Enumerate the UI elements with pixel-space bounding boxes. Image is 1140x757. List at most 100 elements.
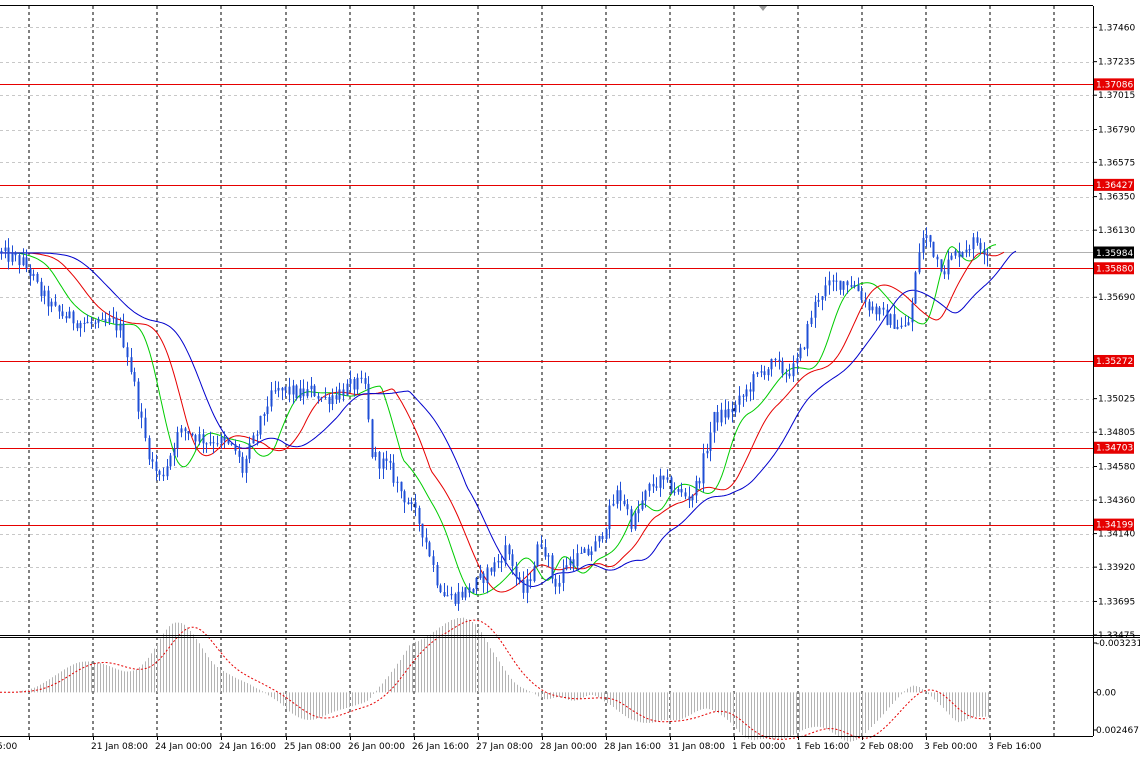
- candle-body: [216, 443, 219, 445]
- candle-body: [608, 505, 611, 530]
- candle-body: [198, 434, 201, 442]
- y-tick-label: 1.34805: [1098, 428, 1135, 438]
- candle-body: [983, 249, 986, 255]
- candle-body: [382, 458, 385, 469]
- candle-body: [508, 545, 511, 555]
- candle-body: [0, 251, 3, 254]
- candle-body: [724, 409, 727, 418]
- candle-body: [43, 290, 46, 297]
- level-label-box: [1094, 178, 1134, 191]
- x-tick-label: 24 Jan 16:00: [219, 742, 276, 752]
- grid-lines: [0, 6, 1093, 736]
- candle-body: [925, 235, 928, 238]
- candle-body: [871, 306, 874, 311]
- candle-body: [468, 587, 471, 593]
- candle-body: [738, 395, 741, 405]
- candle-body: [425, 537, 428, 543]
- candle-body: [54, 301, 57, 306]
- candle-body: [209, 442, 212, 444]
- candle-body: [104, 319, 107, 323]
- candle-body: [529, 579, 532, 582]
- candle-body: [457, 591, 460, 604]
- candle-body: [976, 237, 979, 243]
- candle-body: [436, 565, 439, 586]
- candle-body: [828, 280, 831, 286]
- candle-body: [907, 322, 910, 326]
- candle-body: [673, 491, 676, 493]
- x-tick-label: 28 Jan 00:00: [540, 742, 597, 752]
- candle-body: [785, 373, 788, 375]
- x-tick-label: 26 Jan 00:00: [348, 742, 405, 752]
- candle-body: [418, 507, 421, 524]
- candle-body: [623, 500, 626, 505]
- current-price-label: 1.35984: [1096, 249, 1133, 259]
- candle-body: [547, 555, 550, 557]
- current-price-box: [1094, 246, 1134, 259]
- candle-body: [864, 299, 867, 302]
- candle-body: [504, 545, 507, 563]
- y-tick-label: 1.36130: [1098, 226, 1135, 236]
- candle-body: [835, 280, 838, 282]
- candle-body: [763, 371, 766, 376]
- y-tick-label: 1.37460: [1098, 23, 1135, 33]
- candle-body: [18, 255, 21, 266]
- candle-body: [29, 268, 32, 276]
- candle-body: [695, 480, 698, 496]
- y-tick-label: 1.36575: [1098, 158, 1135, 168]
- candle-body: [688, 496, 691, 501]
- x-tick-label: 25 Jan 08:00: [284, 742, 341, 752]
- candle-body: [551, 555, 554, 579]
- candle-body: [148, 438, 151, 460]
- candle-body: [713, 411, 716, 433]
- candle-body: [414, 502, 417, 508]
- candle-body: [176, 432, 179, 449]
- candle-body: [860, 291, 863, 300]
- level-label-box: [1094, 518, 1134, 531]
- candle-body: [770, 359, 773, 370]
- candle-body: [616, 490, 619, 504]
- candle-body: [662, 475, 665, 480]
- candle-body: [626, 504, 629, 510]
- candle-body: [954, 251, 957, 256]
- candle-body: [749, 389, 752, 392]
- candle-body: [544, 547, 547, 557]
- candle-body: [270, 390, 273, 407]
- candle-body: [14, 253, 17, 256]
- candle-body: [702, 453, 705, 484]
- candle-body: [950, 255, 953, 260]
- candle-body: [612, 503, 615, 506]
- candle-body: [936, 256, 939, 260]
- level-label-box: [1094, 354, 1134, 367]
- candle-body: [22, 257, 25, 266]
- candle-body: [338, 389, 341, 400]
- candle-body: [421, 523, 424, 538]
- candle-body: [97, 318, 100, 323]
- candle-body: [940, 259, 943, 272]
- candle-body: [889, 314, 892, 325]
- candle-body: [943, 271, 946, 275]
- osc-tick-label: 0.002467: [1096, 726, 1139, 736]
- candle-body: [446, 595, 449, 597]
- candle-body: [234, 444, 237, 451]
- candle-body: [317, 396, 320, 399]
- candle-body: [958, 251, 961, 258]
- candle-body: [868, 301, 871, 311]
- y-tick-label: 1.35690: [1098, 293, 1135, 303]
- candle-body: [486, 568, 489, 583]
- candle-body: [842, 281, 845, 290]
- x-tick-label: 5:00: [0, 742, 17, 752]
- candle-body: [482, 573, 485, 583]
- candle-body: [922, 237, 925, 253]
- candle-body: [896, 326, 899, 329]
- candle-body: [878, 307, 881, 315]
- candlesticks: [0, 227, 989, 611]
- candle-body: [342, 389, 345, 396]
- candle-body: [364, 378, 367, 384]
- y-tick-label: 1.36350: [1098, 193, 1135, 203]
- level-label: 1.35880: [1096, 264, 1133, 274]
- candle-body: [158, 470, 161, 475]
- candle-body: [774, 359, 777, 361]
- x-tick-label: 31 Jan 08:00: [668, 742, 725, 752]
- candle-body: [439, 585, 442, 593]
